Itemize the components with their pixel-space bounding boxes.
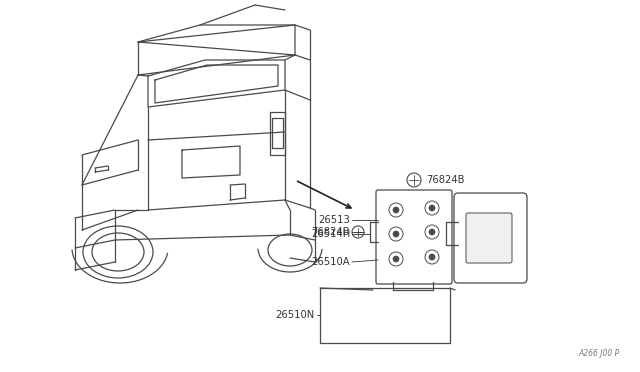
- FancyBboxPatch shape: [320, 288, 450, 343]
- Circle shape: [429, 254, 435, 260]
- Circle shape: [429, 205, 435, 211]
- Circle shape: [393, 231, 399, 237]
- Text: 26510A: 26510A: [312, 257, 350, 267]
- FancyBboxPatch shape: [454, 193, 527, 283]
- Text: 26510N: 26510N: [276, 310, 315, 320]
- Text: 76824B: 76824B: [426, 175, 465, 185]
- Text: 26513: 26513: [318, 215, 350, 225]
- Circle shape: [393, 256, 399, 262]
- FancyBboxPatch shape: [466, 213, 512, 263]
- FancyBboxPatch shape: [376, 190, 452, 284]
- Circle shape: [429, 229, 435, 235]
- Text: 26514H: 26514H: [311, 229, 350, 239]
- Text: 76824B: 76824B: [312, 227, 350, 237]
- Circle shape: [393, 207, 399, 213]
- Text: A266 J00 P: A266 J00 P: [579, 349, 620, 358]
